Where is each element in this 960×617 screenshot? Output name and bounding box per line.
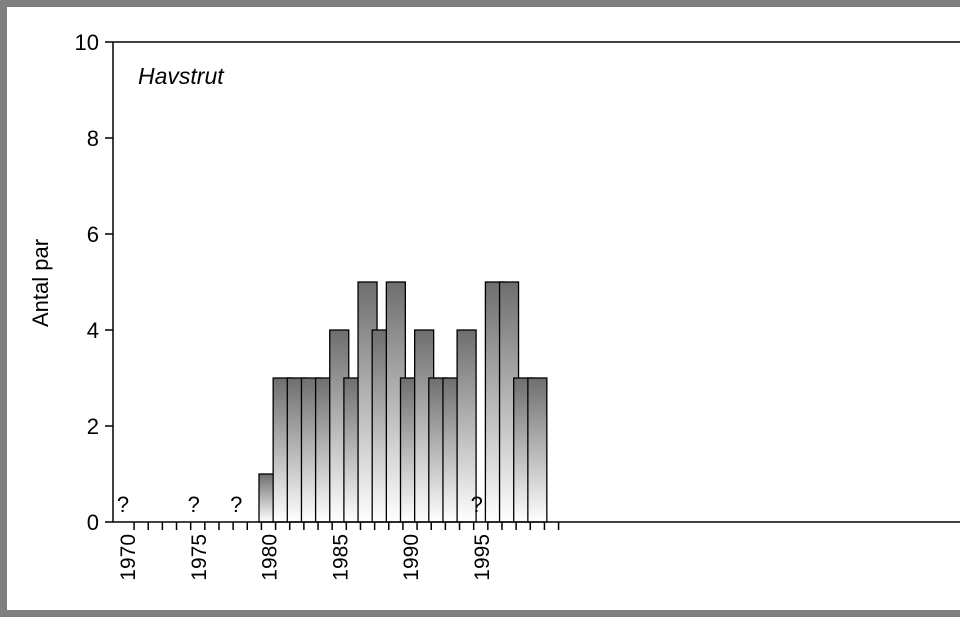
unknown-marker-1978: ?	[230, 492, 242, 517]
unknown-marker-1970: ?	[117, 492, 129, 517]
x-tick-label-1985: 1985	[329, 534, 352, 581]
unknown-markers: ????	[117, 492, 483, 517]
bar-1999	[527, 377, 548, 523]
x-tick-label-1975: 1975	[188, 534, 211, 581]
y-tick-label-6: 6	[87, 222, 99, 247]
y-axis-label: Antal par	[28, 239, 53, 327]
x-tick-label-1970: 1970	[117, 534, 140, 581]
y-ticks: 0 2 4 6 8 10	[75, 30, 113, 535]
y-tick-label-8: 8	[87, 126, 99, 151]
unknown-marker-1995: ?	[471, 492, 483, 517]
unknown-marker-1975: ?	[188, 492, 200, 517]
x-tick-label-1990: 1990	[400, 534, 423, 581]
y-tick-label-10: 10	[75, 30, 99, 55]
chart-title: Havstrut	[138, 63, 225, 89]
y-tick-label-2: 2	[87, 414, 99, 439]
x-tick-label-1995: 1995	[471, 534, 494, 581]
x-ticks: 1970 1975 1980 1985 1990 1995	[117, 522, 560, 581]
x-tick-label-1980: 1980	[259, 534, 282, 581]
y-tick-label-4: 4	[87, 318, 99, 343]
y-tick-label-0: 0	[87, 510, 99, 535]
bars-group	[258, 281, 548, 523]
